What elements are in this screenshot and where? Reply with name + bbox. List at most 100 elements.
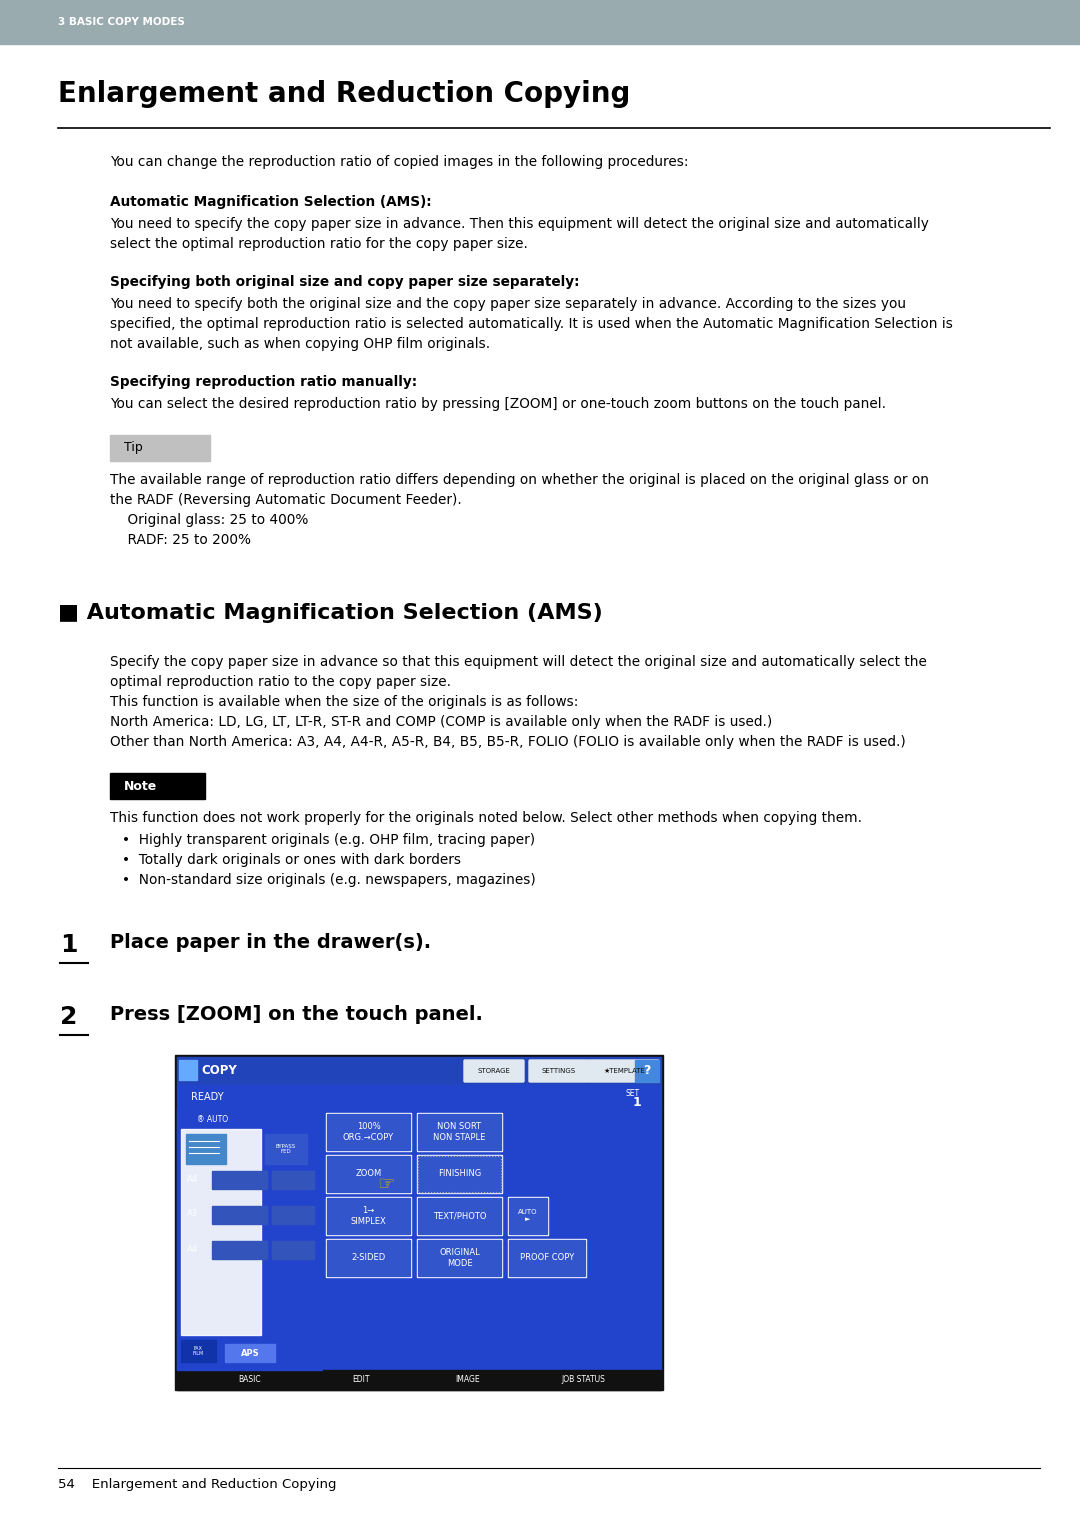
Bar (179, 1060, 197, 1080)
Text: •  Totally dark originals or ones with dark borders: • Totally dark originals or ones with da… (122, 853, 461, 866)
Text: Automatic Magnification Selection (AMS):: Automatic Magnification Selection (AMS): (110, 196, 432, 209)
Bar (509, 1198, 546, 1235)
Bar (212, 1170, 267, 1189)
Bar (327, 1241, 410, 1276)
Text: EDIT: EDIT (352, 1375, 369, 1384)
Bar (212, 1241, 267, 1259)
Text: The available range of reproduction ratio differs depending on whether the origi: The available range of reproduction rati… (110, 474, 929, 487)
Text: Specifying both original size and copy paper size separately:: Specifying both original size and copy p… (110, 275, 580, 289)
Text: You can select the desired reproduction ratio by pressing [ZOOM] or one-touch zo: You can select the desired reproduction … (110, 397, 886, 411)
Bar (177, 1371, 661, 1390)
Bar (508, 1239, 586, 1277)
Bar (509, 1241, 585, 1276)
Text: 1→
SIMPLEX: 1→ SIMPLEX (351, 1206, 387, 1225)
Text: 2: 2 (60, 1005, 78, 1028)
Text: This function does not work properly for the originals noted below. Select other: This function does not work properly for… (110, 811, 862, 825)
Bar (175, 1054, 663, 1390)
Text: ★TEMPLATE: ★TEMPLATE (603, 1068, 645, 1074)
Bar (326, 1239, 411, 1277)
Bar (417, 1239, 502, 1277)
Text: Note: Note (124, 779, 158, 793)
Bar (177, 1109, 661, 1371)
Text: You need to specify the copy paper size in advance. Then this equipment will det: You need to specify the copy paper size … (110, 217, 929, 231)
Bar (508, 1196, 548, 1235)
Text: •  Non-standard size originals (e.g. newspapers, magazines): • Non-standard size originals (e.g. news… (122, 872, 536, 886)
Bar (417, 1112, 502, 1151)
Text: STORAGE: STORAGE (477, 1068, 511, 1074)
Bar (418, 1157, 501, 1192)
Bar (327, 1198, 410, 1235)
Text: 100%
ORG.→COPY: 100% ORG.→COPY (343, 1122, 394, 1141)
Text: PROOF COPY: PROOF COPY (519, 1253, 575, 1262)
Text: A4: A4 (187, 1244, 198, 1253)
Bar (265, 1134, 307, 1164)
Bar (327, 1157, 410, 1192)
Text: •  Highly transparent originals (e.g. OHP film, tracing paper): • Highly transparent originals (e.g. OHP… (122, 833, 535, 847)
Bar (0, 0, 1080, 44)
Bar (186, 1134, 226, 1164)
Text: You need to specify both the original size and the copy paper size separately in: You need to specify both the original si… (110, 296, 906, 312)
Bar (418, 1241, 501, 1276)
Text: FINISHING: FINISHING (437, 1169, 481, 1178)
Bar (272, 1206, 314, 1224)
Text: 3 BASIC COPY MODES: 3 BASIC COPY MODES (58, 17, 185, 28)
Text: Specifying reproduction ratio manually:: Specifying reproduction ratio manually: (110, 374, 417, 390)
Text: the RADF (Reversing Automatic Document Feeder).: the RADF (Reversing Automatic Document F… (110, 494, 462, 507)
Text: A3: A3 (187, 1210, 198, 1218)
Text: TEXT/PHOTO: TEXT/PHOTO (433, 1212, 486, 1221)
Bar (635, 1060, 659, 1082)
Text: North America: LD, LG, LT, LT-R, ST-R and COMP (COMP is available only when the : North America: LD, LG, LT, LT-R, ST-R an… (110, 715, 772, 729)
Text: JOB STATUS: JOB STATUS (562, 1375, 606, 1384)
Bar (110, 773, 205, 799)
Text: AUTO
►: AUTO ► (518, 1210, 538, 1222)
Text: 54    Enlargement and Reduction Copying: 54 Enlargement and Reduction Copying (58, 1478, 337, 1491)
Text: 1: 1 (60, 934, 78, 957)
Text: not available, such as when copying OHP film originals.: not available, such as when copying OHP … (110, 338, 490, 351)
Text: ?: ? (644, 1065, 650, 1077)
Text: ZOOM: ZOOM (355, 1169, 381, 1178)
Text: SETTINGS: SETTINGS (542, 1068, 576, 1074)
FancyBboxPatch shape (529, 1060, 589, 1082)
Bar (177, 1109, 322, 1371)
Text: A4: A4 (187, 1175, 198, 1184)
Bar (326, 1155, 411, 1193)
Bar (181, 1340, 216, 1361)
Bar (181, 1129, 261, 1335)
Bar (177, 1085, 661, 1109)
Text: SET: SET (626, 1089, 640, 1099)
Text: IMAGE: IMAGE (455, 1375, 480, 1384)
Text: You can change the reproduction ratio of copied images in the following procedur: You can change the reproduction ratio of… (110, 154, 689, 170)
Text: Enlargement and Reduction Copying: Enlargement and Reduction Copying (58, 79, 631, 108)
Bar (326, 1112, 411, 1151)
Bar (272, 1241, 314, 1259)
Bar (225, 1345, 275, 1361)
Text: Tip: Tip (124, 442, 143, 454)
Bar (418, 1198, 501, 1235)
Text: ® AUTO: ® AUTO (197, 1115, 228, 1125)
Text: Specify the copy paper size in advance so that this equipment will detect the or: Specify the copy paper size in advance s… (110, 656, 927, 669)
Text: Original glass: 25 to 400%: Original glass: 25 to 400% (110, 513, 309, 527)
Text: This function is available when the size of the originals is as follows:: This function is available when the size… (110, 695, 579, 709)
Text: APS: APS (241, 1349, 259, 1357)
Bar (418, 1157, 501, 1192)
Text: BYPASS
FED: BYPASS FED (275, 1143, 296, 1154)
Text: Other than North America: A3, A4, A4-R, A5-R, B4, B5, B5-R, FOLIO (FOLIO is avai: Other than North America: A3, A4, A4-R, … (110, 735, 906, 749)
FancyBboxPatch shape (589, 1060, 659, 1082)
Text: 2-SIDED: 2-SIDED (351, 1253, 386, 1262)
Text: 1: 1 (633, 1096, 642, 1109)
Text: RADF: 25 to 200%: RADF: 25 to 200% (110, 533, 251, 547)
Text: ORIGINAL
MODE: ORIGINAL MODE (440, 1248, 480, 1268)
Text: Place paper in the drawer(s).: Place paper in the drawer(s). (110, 934, 431, 952)
FancyBboxPatch shape (464, 1060, 524, 1082)
Bar (212, 1206, 267, 1224)
Bar (418, 1114, 501, 1151)
Bar (327, 1114, 410, 1151)
Bar (177, 1057, 661, 1085)
Text: ■ Automatic Magnification Selection (AMS): ■ Automatic Magnification Selection (AMS… (58, 604, 603, 623)
Text: Press [ZOOM] on the touch panel.: Press [ZOOM] on the touch panel. (110, 1005, 483, 1024)
Text: READY: READY (191, 1093, 224, 1102)
Bar (326, 1196, 411, 1235)
Text: BASIC: BASIC (239, 1375, 261, 1384)
Bar (110, 435, 210, 461)
Text: NON SORT
NON STAPLE: NON SORT NON STAPLE (433, 1122, 486, 1141)
